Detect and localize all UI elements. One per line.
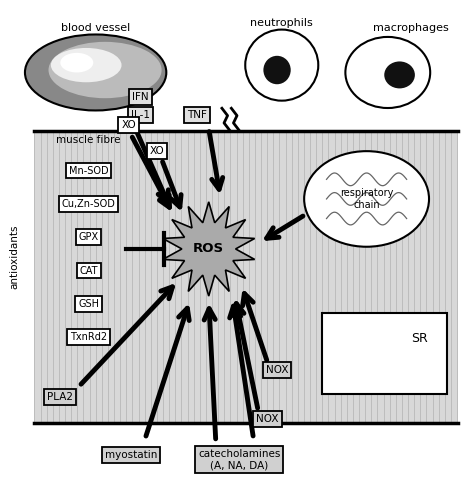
Text: respiratory
chain: respiratory chain	[340, 188, 393, 210]
Text: catecholamines
(A, NA, DA): catecholamines (A, NA, DA)	[198, 449, 281, 470]
Bar	[35, 131, 458, 423]
Text: CAT: CAT	[79, 266, 98, 276]
Ellipse shape	[346, 37, 430, 108]
Ellipse shape	[264, 56, 291, 84]
Text: TNF: TNF	[187, 110, 207, 120]
Text: IFN: IFN	[132, 92, 149, 102]
Bar	[322, 313, 447, 393]
Text: NOX: NOX	[256, 414, 279, 424]
Ellipse shape	[25, 35, 166, 110]
Ellipse shape	[60, 53, 93, 72]
Text: myostatin: myostatin	[105, 450, 157, 460]
Text: NOX: NOX	[266, 365, 288, 375]
Text: GPX: GPX	[79, 232, 99, 242]
Text: muscle fibre: muscle fibre	[55, 135, 120, 144]
Ellipse shape	[384, 62, 415, 88]
Ellipse shape	[48, 42, 162, 98]
Text: XO: XO	[121, 120, 136, 130]
Text: SR: SR	[411, 332, 428, 345]
Ellipse shape	[304, 151, 429, 246]
Ellipse shape	[245, 30, 318, 101]
Text: macrophages: macrophages	[374, 23, 449, 34]
Text: IL-1: IL-1	[131, 110, 150, 120]
Text: ROS: ROS	[193, 243, 224, 255]
Text: antioxidants: antioxidants	[9, 224, 19, 288]
Text: Cu,Zn-SOD: Cu,Zn-SOD	[62, 199, 116, 209]
Text: blood vessel: blood vessel	[61, 23, 130, 34]
Text: neutrophils: neutrophils	[250, 18, 313, 29]
Text: PLA2: PLA2	[47, 392, 73, 402]
Ellipse shape	[51, 48, 121, 82]
Text: Mn-SOD: Mn-SOD	[69, 166, 109, 176]
Polygon shape	[163, 202, 255, 296]
Text: XO: XO	[149, 146, 164, 156]
Text: TxnRd2: TxnRd2	[70, 332, 107, 342]
Text: GSH: GSH	[78, 299, 99, 309]
